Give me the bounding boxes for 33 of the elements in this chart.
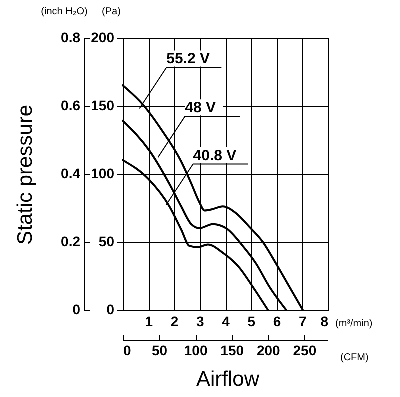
x-axis-title: (m³/min)	[336, 318, 373, 330]
annotation: 55.2 V	[166, 50, 210, 68]
x-tick-label: 5	[248, 314, 256, 330]
x2-tick-label: 100	[184, 342, 208, 358]
x-tick-label: 1	[145, 314, 154, 330]
y2-axis-title: (inch H₂O)	[41, 6, 88, 18]
x2-tick-label: 150	[220, 342, 244, 358]
x-tick-label: 3	[196, 314, 204, 330]
x2-axis-title: (CFM)	[340, 352, 369, 364]
x2-tick-label: 250	[293, 342, 317, 358]
y2-tick-label: 0.6	[61, 98, 81, 114]
y2-tick-label: 0.8	[61, 30, 81, 46]
x2-tick-label: 0	[124, 342, 132, 358]
x2-tick-label: 200	[256, 342, 281, 358]
y-tick-label: 150	[91, 98, 115, 114]
x-tick-label: 8	[320, 314, 329, 330]
y-tick-label: 0	[106, 302, 115, 318]
y2-tick-label: 0.2	[61, 234, 81, 250]
x2-tick-label: 50	[152, 342, 168, 358]
y-tick-label: 50	[98, 234, 115, 250]
annotation: 48 V	[185, 100, 216, 117]
y-axis-title: (Pa)	[102, 6, 121, 18]
y2-tick-label: 0.4	[61, 166, 81, 182]
annotation: 40.8 V	[193, 147, 237, 164]
x-tick-label: 7	[298, 314, 307, 330]
text: Airflow	[196, 368, 260, 391]
y-tick-label: 100	[91, 166, 115, 182]
y2-tick-label: 0	[72, 302, 81, 318]
x-tick-label: 6	[273, 314, 282, 330]
text: Static pressure	[14, 104, 37, 246]
x-tick-label: 4	[222, 314, 230, 330]
y-tick-label: 200	[91, 30, 115, 46]
x-tick-label: 2	[170, 314, 179, 330]
